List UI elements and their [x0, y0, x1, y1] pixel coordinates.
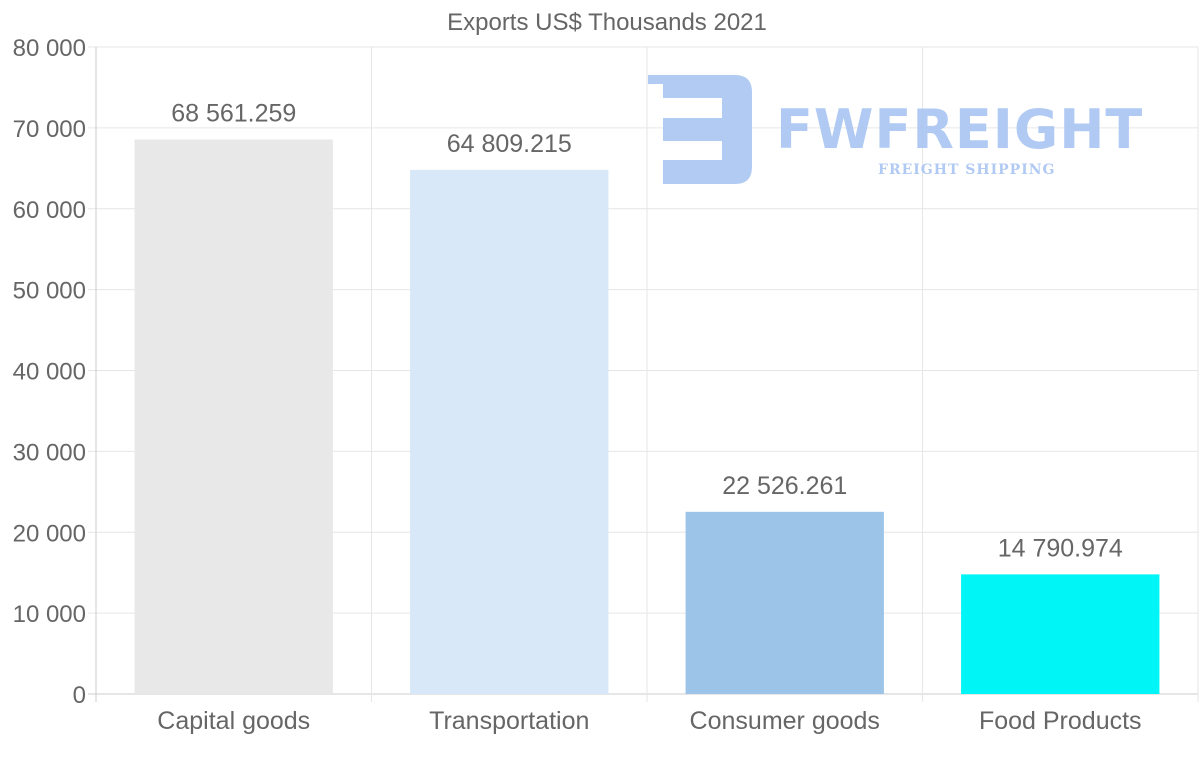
watermark-tagline: FREIGHT SHIPPING [878, 162, 1056, 178]
x-tick-label: Consumer goods [690, 707, 880, 735]
data-label: 22 526.261 [722, 472, 847, 500]
chart-title: Exports US$ Thousands 2021 [447, 9, 767, 36]
bar-food-products [961, 574, 1160, 694]
y-tick-label: 0 [73, 682, 86, 709]
freight-logo-icon [648, 75, 752, 184]
bar-capital-goods [134, 139, 333, 695]
data-label: 64 809.215 [447, 130, 572, 158]
axis-layer: 0 10 000 20 000 30 000 40 000 50 000 60 000 70 … [13, 35, 1142, 735]
x-tick-label: Capital goods [157, 707, 310, 735]
y-tick-label: 80 000 [13, 35, 86, 62]
y-tick-label: 10 000 [13, 601, 86, 628]
watermark-logo: FWFREIGHT FREIGHT SHIPPING [648, 75, 1143, 184]
y-tick-label: 40 000 [13, 359, 86, 386]
data-label: 68 561.259 [171, 100, 296, 128]
bars-layer: 68 561.259 64 809.215 22 526.261 14 790.974 [134, 100, 1160, 695]
x-tick-label: Transportation [429, 707, 589, 735]
x-tick-label: Food Products [979, 707, 1142, 735]
watermark-brand: FWFREIGHT [776, 98, 1143, 161]
y-tick-label: 20 000 [13, 520, 86, 547]
bar-transportation [410, 169, 609, 694]
y-tick-label: 50 000 [13, 278, 86, 305]
y-tick-label: 70 000 [13, 116, 86, 143]
data-label: 14 790.974 [998, 534, 1123, 562]
y-tick-label: 30 000 [13, 439, 86, 466]
y-tick-label: 60 000 [13, 197, 86, 224]
bar-consumer-goods [685, 511, 884, 694]
